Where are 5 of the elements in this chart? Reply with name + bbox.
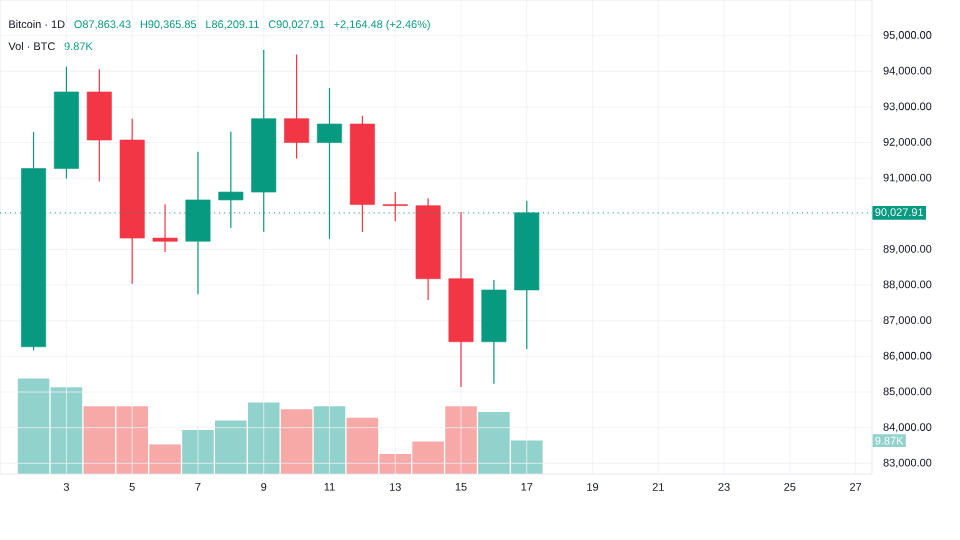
candlestick	[152, 203, 178, 253]
candlestick	[382, 191, 408, 222]
bar	[280, 409, 313, 474]
candlestick	[284, 53, 310, 160]
bar	[313, 406, 346, 474]
